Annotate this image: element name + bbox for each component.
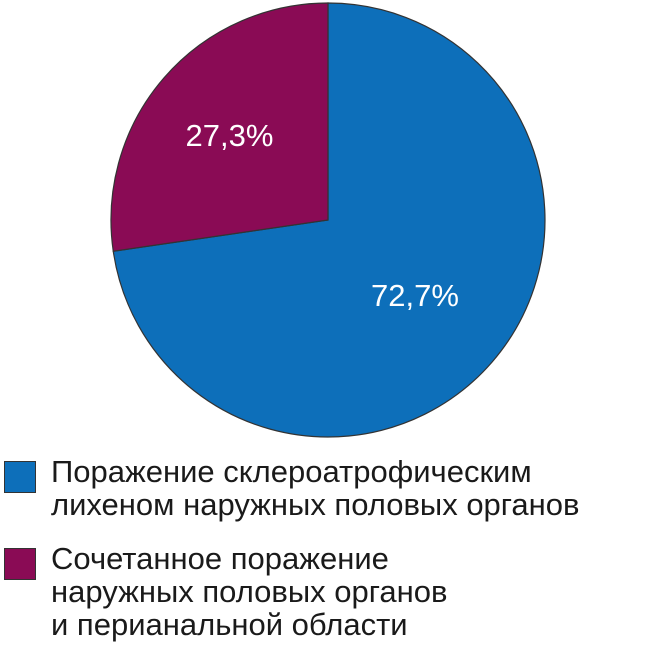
legend-swatch-crimson	[4, 548, 36, 580]
legend-line: лихеном наружных половых органов	[51, 487, 580, 522]
legend-line: наружных половых органов	[51, 574, 448, 609]
legend-text: Сочетанное поражение наружных половых ор…	[51, 542, 447, 641]
legend-line: и перианальной области	[51, 607, 408, 642]
pie-slices	[110, 2, 546, 438]
legend-swatch-blue	[4, 461, 36, 493]
pie-slice-1	[110, 2, 329, 252]
legend-text: Поражение склероатрофическим лихеном нар…	[51, 455, 580, 521]
pie-slice-label-0: 72,7%	[371, 278, 459, 313]
pie-labels: 72,7% 27,3%	[186, 118, 459, 313]
pie-slice-0	[112, 2, 546, 438]
legend-line: Поражение склероатрофическим	[51, 454, 532, 489]
legend-line: Сочетанное поражение	[51, 541, 389, 576]
pie-slice-label-1: 27,3%	[186, 118, 274, 153]
